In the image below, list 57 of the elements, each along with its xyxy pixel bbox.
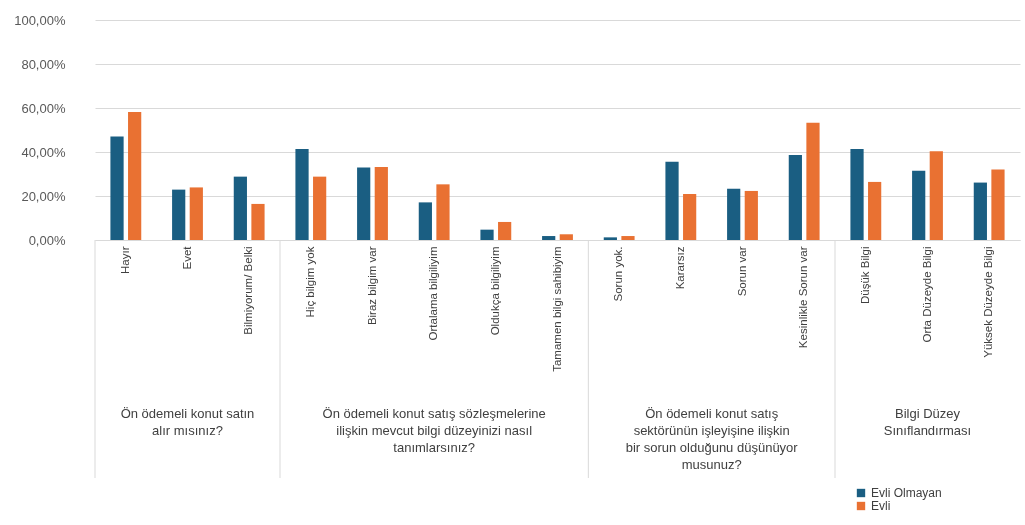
bar xyxy=(621,236,635,240)
y-tick-label: 60,00% xyxy=(21,100,66,116)
x-tick-label: Hiç bilgim yok xyxy=(303,246,316,318)
bar xyxy=(665,161,679,240)
x-tick-label: Hayır xyxy=(118,246,131,274)
x-tick-label: Sorun yok. xyxy=(612,246,625,302)
bar xyxy=(189,187,203,240)
y-tick-label: 0,00% xyxy=(28,232,66,248)
legend-label: Evli Olmayan xyxy=(871,486,942,500)
x-tick-label: Evet xyxy=(180,245,193,270)
bar xyxy=(929,151,943,240)
bar xyxy=(806,122,820,240)
bar xyxy=(480,229,494,240)
bar xyxy=(850,148,864,240)
bar xyxy=(172,189,186,240)
x-tick-label: Kesinlikle Sorun var xyxy=(797,246,810,349)
x-tick-label: Düşük Bilgi xyxy=(858,246,871,305)
x-tick-label: Biraz bilgim var xyxy=(365,246,378,326)
x-tick-label: Bilmiyorum/ Belki xyxy=(242,246,255,335)
bar xyxy=(251,203,265,240)
x-tick-label: Oldukça bilgiliyim xyxy=(488,246,501,336)
text: Ön ödemeli konut satın alır mısınız? xyxy=(120,406,255,438)
text: Ön ödemeli konut satış sözleşmelerine ilişkin mevcut bilgi düzeyinizi nasıl tanımlarsınız? xyxy=(322,406,546,455)
bar xyxy=(683,194,697,240)
bar xyxy=(991,169,1005,240)
bar xyxy=(727,188,741,240)
text: Bilgi Düzey Sınıflandırması xyxy=(883,406,972,438)
bar xyxy=(542,236,556,240)
bar xyxy=(374,166,388,240)
bar xyxy=(418,202,432,240)
bar xyxy=(788,155,802,240)
bar xyxy=(357,167,371,240)
bar xyxy=(973,182,987,240)
x-tick-label: Tamamen bilgi sahibiyim xyxy=(550,246,563,372)
bar xyxy=(110,136,124,240)
text: Ön ödemeli konut satış sektörünün işleyişine ilişkin bir sorun olduğunu düşünüyor musunuz? xyxy=(625,406,799,472)
x-tick-label: Sorun var xyxy=(735,246,748,297)
y-tick-label: 100,00% xyxy=(14,12,66,28)
bar xyxy=(313,176,327,240)
y-tick-label: 40,00% xyxy=(21,144,66,160)
bar xyxy=(868,181,882,240)
bar xyxy=(233,176,247,240)
bar xyxy=(436,184,450,240)
x-tick-label: Kararsız xyxy=(673,246,686,290)
x-tick-label: Orta Düzeyde Bilgi xyxy=(920,246,933,343)
bar xyxy=(295,148,309,240)
bar xyxy=(128,111,142,240)
x-tick-label: Ortalama bilgiliyim xyxy=(427,246,440,341)
bar xyxy=(559,234,573,240)
bar xyxy=(744,190,758,240)
bar xyxy=(603,237,617,240)
bar xyxy=(912,170,926,240)
legend-label: Evli xyxy=(871,499,891,513)
x-tick-label: Yüksek Düzeyde Bilgi xyxy=(982,246,995,358)
y-tick-label: 20,00% xyxy=(21,188,66,204)
y-tick-label: 80,00% xyxy=(21,56,66,72)
bar xyxy=(498,221,512,240)
